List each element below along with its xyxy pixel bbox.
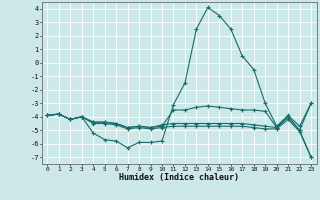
X-axis label: Humidex (Indice chaleur): Humidex (Indice chaleur): [119, 173, 239, 182]
